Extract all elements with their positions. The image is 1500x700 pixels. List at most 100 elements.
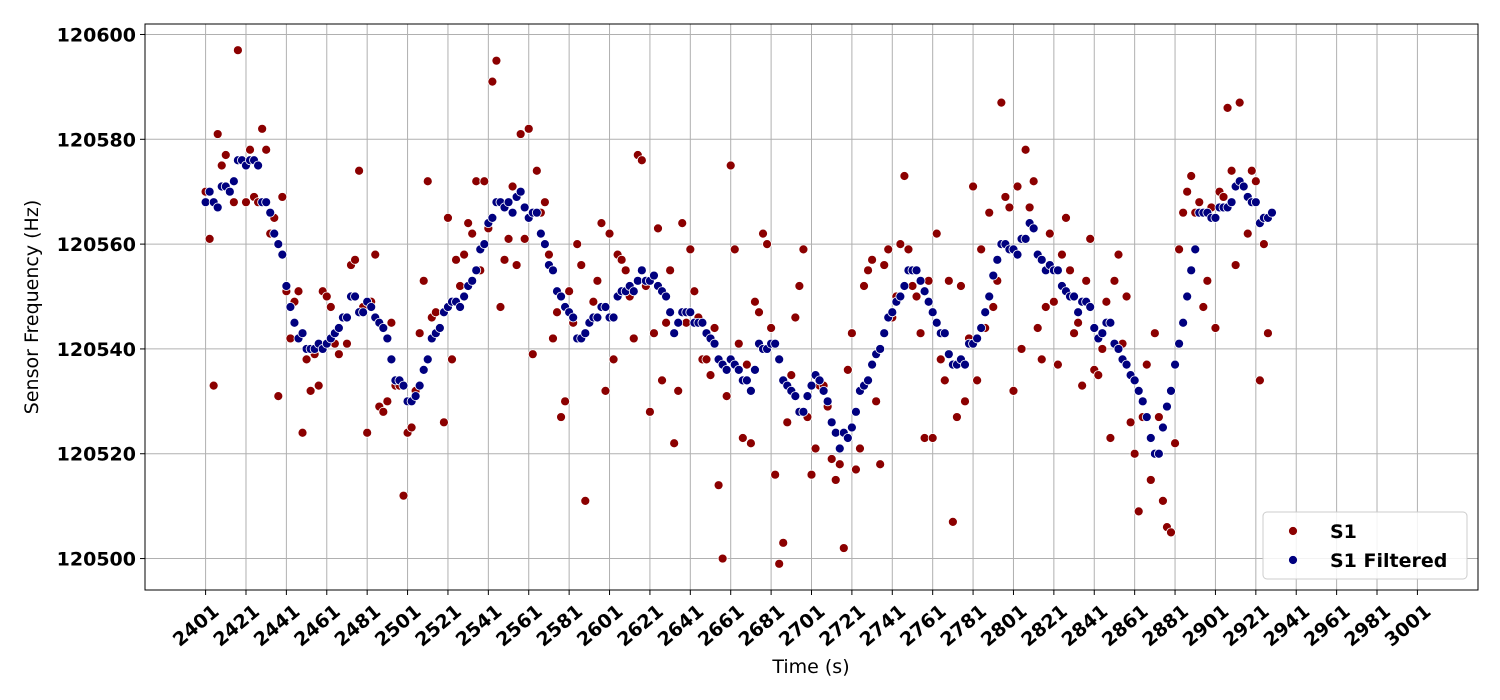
s1-filtered-point — [519, 202, 530, 213]
s1-point — [463, 218, 474, 229]
s1-point — [580, 496, 591, 506]
s1-filtered-point — [503, 197, 514, 208]
s1-point — [1178, 207, 1189, 218]
s1-filtered-point — [277, 249, 288, 260]
s1-point — [766, 323, 777, 333]
x-tick-label: 2961 — [1300, 600, 1355, 651]
s1-point — [1133, 506, 1144, 517]
s1-filtered-point — [822, 396, 833, 407]
s1-point — [915, 328, 926, 339]
s1-filtered-point — [972, 333, 983, 344]
s1-point — [851, 464, 861, 475]
s1-point — [834, 459, 845, 470]
s1-filtered-point — [867, 359, 877, 370]
s1-filtered-point — [382, 333, 393, 344]
s1-point — [903, 244, 914, 255]
s1-point — [1085, 233, 1096, 244]
s1-filtered-point — [826, 417, 837, 428]
s1-filtered-point — [1133, 385, 1144, 396]
s1-point — [233, 45, 243, 56]
s1-point — [1222, 102, 1233, 113]
s1-filtered-point — [1129, 375, 1140, 386]
s1-filtered-point — [1097, 328, 1108, 339]
s1-point — [984, 207, 995, 218]
s1-filtered-point — [1250, 197, 1261, 208]
s1-point — [645, 406, 655, 417]
s1-point — [560, 396, 570, 407]
s1-point — [871, 396, 882, 407]
s1-point — [556, 412, 566, 422]
s1-point — [1250, 176, 1261, 187]
s1-point — [406, 422, 417, 433]
s1-point — [1069, 328, 1079, 339]
s1-point — [976, 244, 987, 255]
s1-point — [261, 144, 272, 155]
s1-point — [491, 55, 502, 66]
s1-point — [1093, 370, 1104, 381]
s1-point — [1149, 328, 1160, 339]
x-tick-label: 2921 — [1219, 600, 1274, 651]
s1-filtered-point — [1020, 233, 1031, 244]
s1-point — [653, 223, 663, 234]
s1-filtered-point — [915, 275, 926, 286]
series-s1 — [200, 45, 1273, 569]
x-tick-label: 2541 — [452, 600, 507, 651]
s1-point — [1263, 328, 1273, 339]
s1-point — [1044, 228, 1055, 239]
s1-filtered-point — [632, 275, 643, 286]
s1-filtered-point — [988, 270, 999, 281]
s1-point — [422, 176, 433, 187]
legend: S1 S1 Filtered — [1262, 511, 1468, 580]
s1-filtered-point — [875, 344, 886, 354]
s1-point — [790, 312, 801, 323]
s1-point — [443, 213, 453, 223]
s1-point — [588, 296, 599, 307]
s1-point — [1008, 385, 1019, 396]
s1-point — [313, 380, 324, 391]
s1-point — [293, 286, 304, 297]
s1-point — [220, 150, 231, 160]
s1-point — [572, 239, 583, 250]
s1-point — [301, 354, 312, 365]
s1-point — [1012, 181, 1023, 192]
s1-point — [774, 558, 785, 569]
s1-point — [725, 160, 736, 171]
s1-point — [228, 197, 239, 208]
s1-point — [386, 317, 397, 328]
s1-filtered-point — [774, 354, 785, 365]
s1-filtered-point — [790, 391, 801, 401]
x-axis-ticks: 2401242124412461248125012521254125612581… — [169, 590, 1435, 651]
s1-point — [544, 249, 554, 260]
s1-filtered-point — [398, 380, 409, 391]
s1-point — [495, 302, 506, 312]
s1-point — [947, 516, 958, 527]
s1-filtered-point — [548, 265, 558, 276]
s1-point — [846, 328, 857, 339]
s1-filtered-point — [814, 375, 825, 386]
s1-point — [741, 359, 752, 370]
s1-point — [859, 281, 869, 291]
s1-point — [883, 244, 894, 255]
s1-point — [382, 396, 393, 407]
s1-point — [762, 239, 772, 250]
x-tick-label: 2781 — [936, 600, 991, 651]
s1-point — [1028, 176, 1039, 187]
s1-point — [342, 338, 352, 349]
s1-point — [608, 354, 619, 365]
x-tick-label: 2841 — [1058, 600, 1113, 651]
grid-layer — [145, 24, 1478, 590]
s1-point — [1113, 249, 1124, 260]
s1-filtered-point — [204, 186, 215, 197]
s1-filtered-point — [1178, 317, 1189, 328]
s1-point — [616, 254, 627, 265]
s1-filtered-point — [515, 186, 526, 197]
s1-point — [923, 275, 934, 286]
s1-point — [592, 275, 603, 286]
s1-filtered-point — [1113, 344, 1124, 354]
x-tick-label: 2401 — [169, 600, 224, 651]
s1-filtered-point — [842, 433, 853, 443]
x-tick-label: 2741 — [856, 600, 911, 651]
s1-filtered-point — [943, 349, 954, 360]
s1-point — [1097, 344, 1108, 354]
